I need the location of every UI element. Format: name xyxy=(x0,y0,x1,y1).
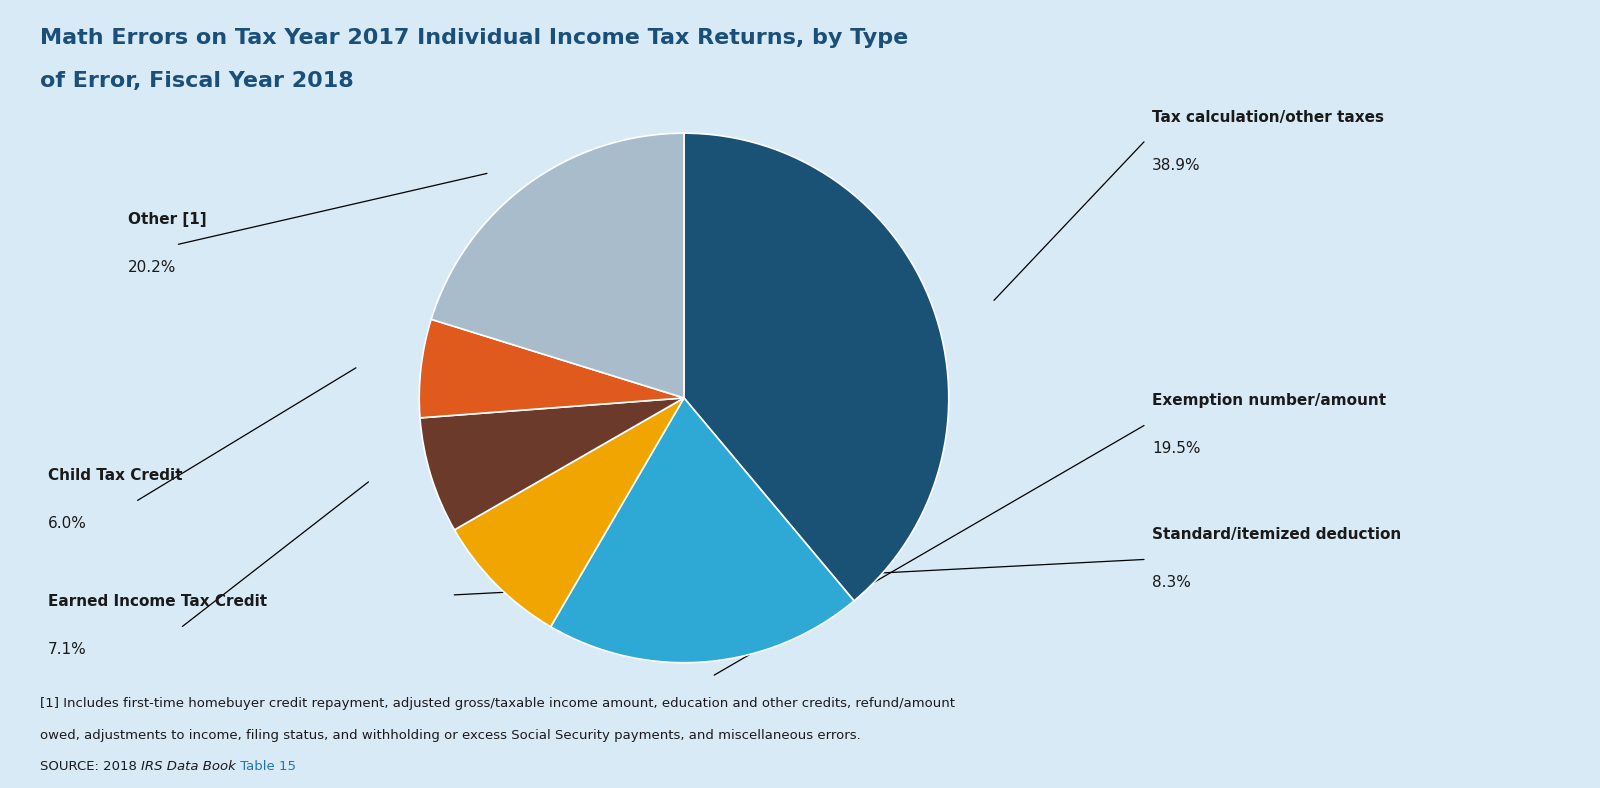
Text: 8.3%: 8.3% xyxy=(1152,575,1190,590)
Text: Child Tax Credit: Child Tax Credit xyxy=(48,468,182,483)
Text: IRS Data Book: IRS Data Book xyxy=(141,760,235,773)
Wedge shape xyxy=(454,398,685,626)
Wedge shape xyxy=(550,398,854,663)
Text: [1] Includes first-time homebuyer credit repayment, adjusted gross/taxable incom: [1] Includes first-time homebuyer credit… xyxy=(40,697,955,710)
Text: owed, adjustments to income, filing status, and withholding or excess Social Sec: owed, adjustments to income, filing stat… xyxy=(40,729,861,742)
Text: SOURCE: 2018: SOURCE: 2018 xyxy=(40,760,141,773)
Text: of Error, Fiscal Year 2018: of Error, Fiscal Year 2018 xyxy=(40,71,354,91)
Text: Exemption number/amount: Exemption number/amount xyxy=(1152,393,1386,408)
Text: 19.5%: 19.5% xyxy=(1152,441,1200,456)
Text: 6.0%: 6.0% xyxy=(48,516,86,531)
Wedge shape xyxy=(419,398,685,530)
Text: 38.9%: 38.9% xyxy=(1152,158,1200,173)
Text: 7.1%: 7.1% xyxy=(48,642,86,657)
Text: Table 15: Table 15 xyxy=(235,760,296,773)
Text: Other [1]: Other [1] xyxy=(128,212,206,227)
Wedge shape xyxy=(419,319,685,418)
Wedge shape xyxy=(683,133,949,601)
Text: Earned Income Tax Credit: Earned Income Tax Credit xyxy=(48,594,267,609)
Wedge shape xyxy=(430,133,685,398)
Text: Standard/itemized deduction: Standard/itemized deduction xyxy=(1152,527,1402,542)
Text: Math Errors on Tax Year 2017 Individual Income Tax Returns, by Type: Math Errors on Tax Year 2017 Individual … xyxy=(40,28,909,47)
Text: 20.2%: 20.2% xyxy=(128,260,176,275)
Text: Tax calculation/other taxes: Tax calculation/other taxes xyxy=(1152,110,1384,125)
